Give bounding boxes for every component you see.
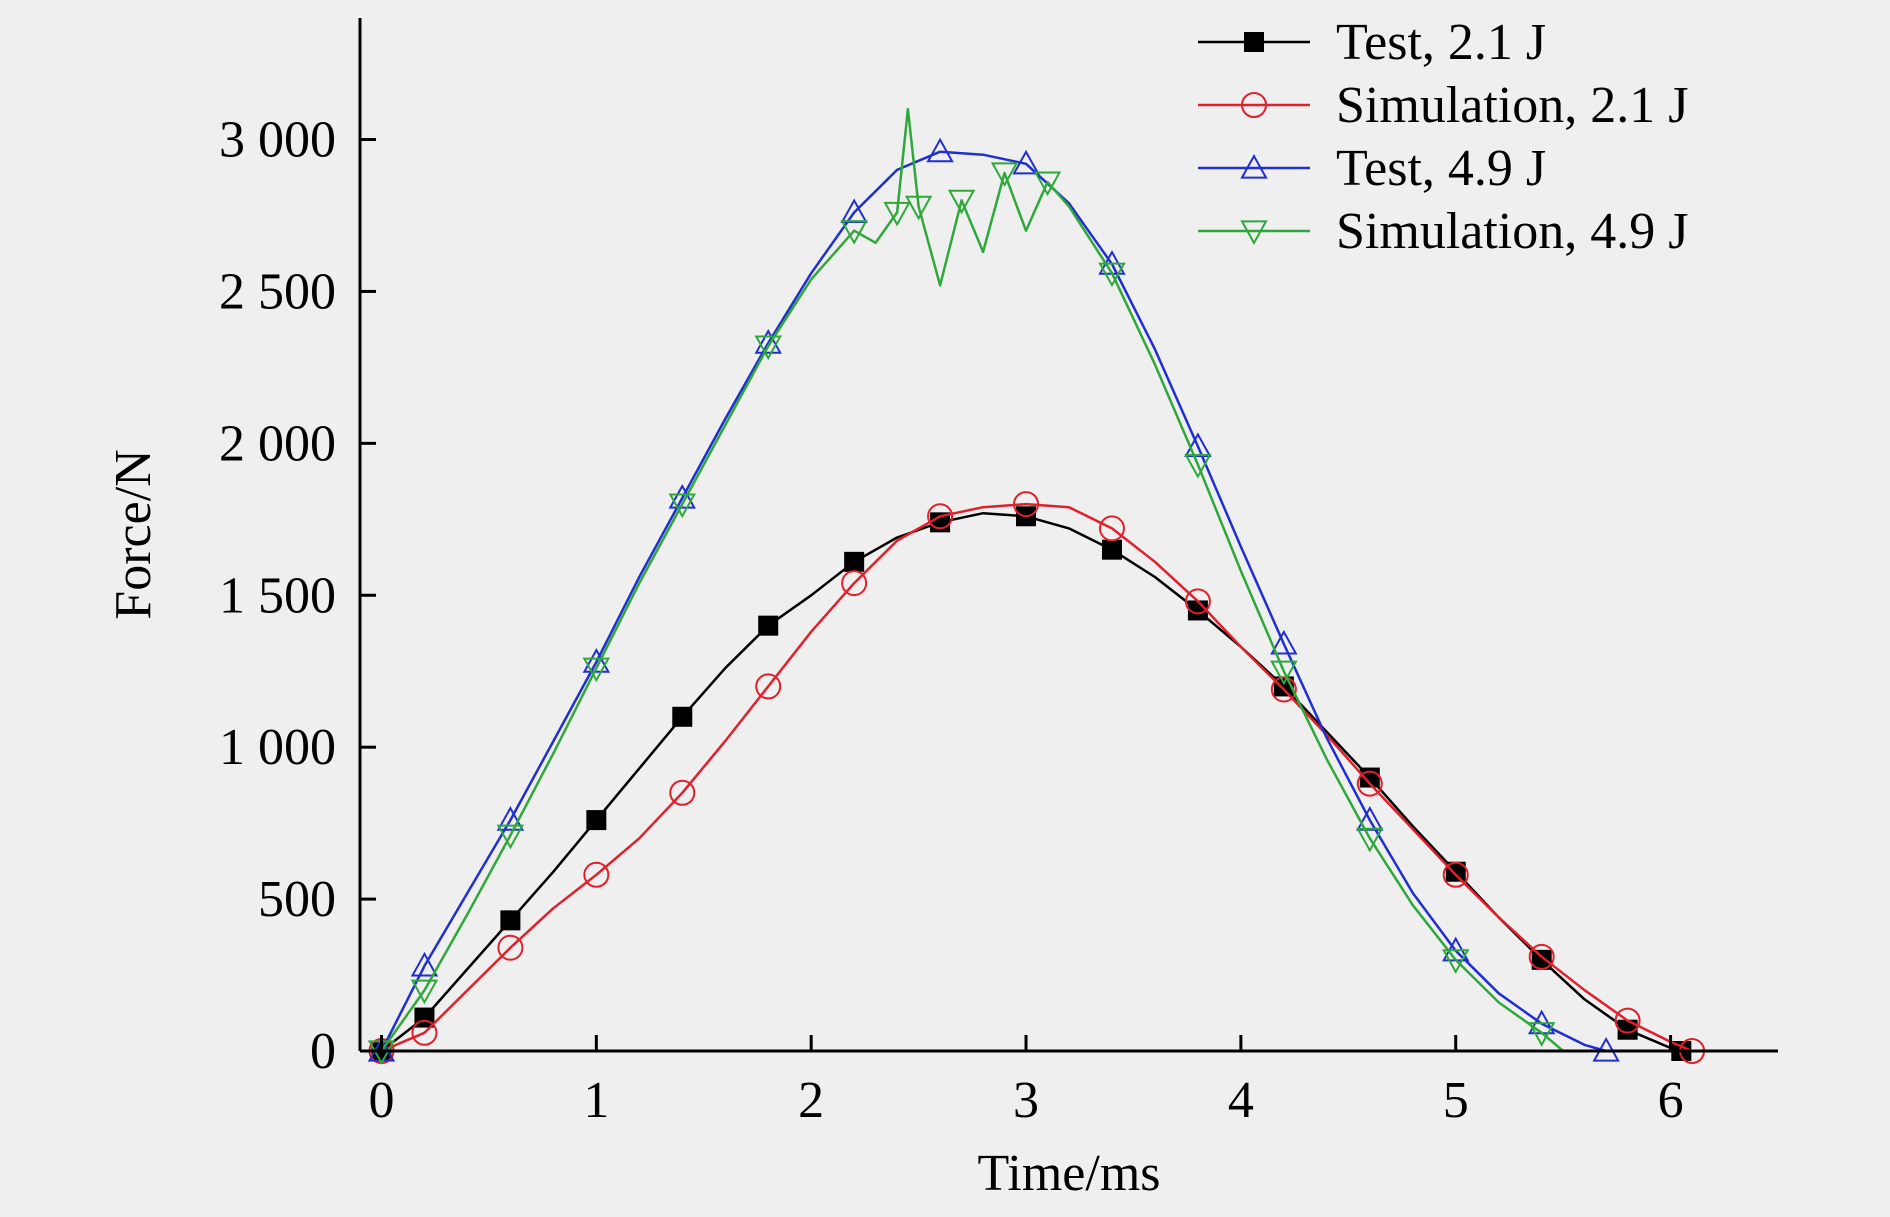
data-point: [1244, 32, 1264, 52]
data-point: [1356, 827, 1384, 853]
y-tick-label: 3 000: [219, 112, 336, 169]
data-point: [582, 648, 611, 673]
data-point: [669, 779, 696, 806]
legend-label: Test, 4.9 J: [1336, 140, 1546, 197]
series-3: [367, 107, 1565, 1066]
x-tick-label: 2: [798, 1072, 824, 1129]
y-tick-label: 2 500: [219, 263, 336, 320]
data-point: [500, 910, 521, 931]
data-point: [883, 201, 911, 227]
data-point: [1356, 770, 1383, 797]
data-point: [1270, 676, 1297, 703]
data-point: [586, 810, 607, 831]
legend-label: Test, 2.1 J: [1336, 14, 1546, 71]
data-point: [1442, 861, 1469, 888]
data-point: [1442, 949, 1470, 974]
y-tick-label: 0: [310, 1023, 336, 1080]
data-point: [1614, 1007, 1641, 1034]
series-line: [380, 150, 1607, 1053]
plot-area: [367, 107, 1706, 1066]
data-point: [927, 503, 954, 530]
data-point: [582, 657, 611, 683]
legend-label: Simulation, 4.9 J: [1336, 203, 1688, 260]
data-point: [1012, 149, 1040, 175]
y-axis-label: Force/N: [105, 449, 162, 619]
data-point: [1527, 1022, 1556, 1047]
data-point: [1098, 515, 1125, 542]
data-point: [1270, 629, 1298, 655]
series-line: [381, 502, 1693, 1053]
data-point: [1033, 171, 1062, 197]
y-tick-label: 1 000: [219, 719, 336, 776]
x-axis-label: Time/ms: [977, 1145, 1160, 1202]
data-point: [497, 934, 524, 961]
legend-entry: Simulation, 2.1 J: [1198, 77, 1688, 134]
x-tick-label: 3: [1013, 1072, 1039, 1129]
data-point: [754, 335, 782, 361]
data-point: [947, 189, 976, 215]
x-tick-label: 0: [368, 1072, 394, 1129]
data-point: [1013, 491, 1040, 518]
data-point: [1241, 92, 1267, 118]
data-point: [1531, 949, 1552, 970]
data-point: [926, 137, 954, 163]
y-tick-label: 500: [258, 871, 336, 928]
y-tick-label: 1 500: [219, 567, 336, 624]
x-tick-label: 5: [1443, 1072, 1469, 1129]
data-point: [1528, 943, 1555, 970]
legend-label: Simulation, 2.1 J: [1336, 77, 1688, 134]
data-point: [1101, 539, 1122, 560]
data-point: [411, 1019, 438, 1046]
data-point: [583, 861, 610, 888]
data-point: [1184, 588, 1211, 615]
data-point: [1240, 153, 1268, 179]
data-point: [1098, 262, 1126, 288]
series-2: [367, 137, 1620, 1062]
data-point: [841, 570, 868, 597]
x-tick-label: 4: [1228, 1072, 1254, 1129]
data-point: [668, 493, 696, 519]
axes: 0 1 2 3 4 5 6 0 500 1 000 1 500 2 000 2 500 3 000: [219, 18, 1778, 1129]
legend-entry: Simulation, 4.9 J: [1198, 203, 1688, 260]
data-point: [1445, 861, 1466, 882]
data-point: [904, 195, 933, 221]
data-point: [496, 824, 525, 850]
series-line: [380, 107, 1565, 1052]
data-point: [840, 220, 868, 245]
data-point: [668, 483, 696, 509]
series-0: [371, 506, 1692, 1061]
x-tick-label: 6: [1658, 1072, 1684, 1129]
y-tick-label: 2 000: [219, 415, 336, 472]
legend-entry: Test, 4.9 J: [1198, 140, 1546, 197]
data-point: [844, 551, 865, 572]
legend: Test, 2.1 J Simulation, 2.1 J Test, 4.9 J S…: [1198, 14, 1688, 260]
data-point: [1240, 220, 1268, 246]
data-point: [1617, 1019, 1638, 1040]
series-1: [368, 491, 1706, 1064]
data-point: [496, 806, 525, 831]
x-tick-label: 1: [583, 1072, 609, 1129]
data-point: [990, 162, 1019, 188]
data-point: [755, 673, 782, 700]
series-line: [380, 511, 1682, 1053]
data-point: [410, 951, 439, 977]
legend-entry: Test, 2.1 J: [1198, 14, 1546, 71]
data-point: [758, 615, 779, 636]
data-point: [672, 706, 693, 727]
data-point: [410, 979, 439, 1005]
data-point: [754, 329, 782, 354]
data-point: [1184, 454, 1212, 479]
data-point: [1270, 660, 1298, 686]
